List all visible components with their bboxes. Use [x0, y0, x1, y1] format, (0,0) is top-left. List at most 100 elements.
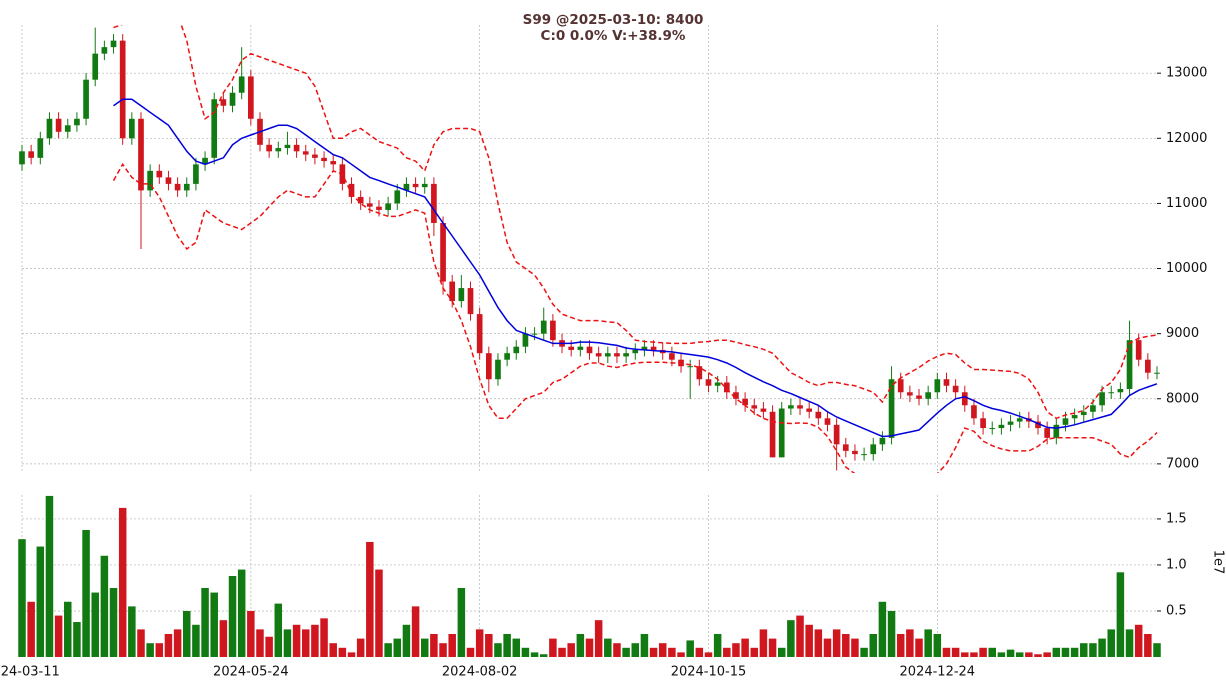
candle-body — [504, 353, 510, 360]
volume-bar — [631, 643, 640, 657]
candle-body — [293, 144, 300, 152]
y-tick-label: 13000 — [1166, 66, 1207, 81]
volume-bar — [988, 647, 996, 657]
volume-bar — [1052, 647, 1061, 657]
volume-bar — [1107, 629, 1115, 657]
volume-bar — [201, 587, 209, 657]
candle-body — [733, 392, 739, 399]
candle-body — [193, 164, 199, 184]
volume-bar — [118, 507, 127, 657]
volume-bar — [887, 610, 896, 657]
candle-body — [897, 379, 904, 393]
volume-bar — [915, 638, 923, 657]
volume-bar — [997, 652, 1006, 657]
candle-body — [568, 346, 575, 350]
volume-bar — [530, 652, 539, 657]
candle-body — [110, 40, 117, 48]
volume-bar — [1144, 633, 1152, 657]
volume-bar — [933, 633, 942, 657]
candle-body — [751, 405, 758, 409]
y-tick-label: 12000 — [1166, 131, 1207, 146]
volume-bar — [1125, 629, 1134, 657]
candle-body — [577, 346, 584, 350]
volume-bar — [155, 643, 164, 657]
volume-bar — [695, 647, 704, 657]
candle-body — [449, 281, 456, 302]
candle-body — [861, 454, 867, 456]
candle-body — [842, 444, 849, 451]
x-tick-label: 2024-08-02 — [442, 665, 518, 680]
candle-body — [37, 138, 44, 158]
candle-body — [202, 157, 208, 165]
volume-bar — [219, 620, 228, 657]
candle-body — [1154, 372, 1160, 374]
volume-bar — [979, 647, 987, 657]
candle-body — [824, 418, 831, 425]
candle-body — [458, 288, 465, 302]
volume-bar — [1043, 652, 1051, 657]
candle-body — [714, 382, 721, 386]
volume-bar — [503, 633, 511, 657]
candle-body — [815, 411, 822, 419]
volume-bar — [173, 629, 182, 657]
candle-body — [522, 333, 529, 347]
candle-body — [696, 366, 703, 380]
candle-body — [952, 385, 959, 393]
volume-bar — [723, 647, 731, 657]
volume-bar — [1025, 652, 1033, 657]
candle-body — [312, 154, 318, 158]
candle-body — [394, 190, 401, 204]
volume-bar — [247, 610, 255, 657]
candle-body — [916, 395, 922, 399]
y-tick-label: 10000 — [1166, 261, 1207, 276]
candle-body — [806, 408, 813, 412]
candle-body — [74, 118, 80, 126]
bands — [112, 25, 1158, 473]
candle-body — [138, 118, 144, 191]
volume-bar — [896, 633, 905, 657]
candle-body — [46, 118, 53, 139]
volume-bar — [759, 629, 768, 657]
volume-bar — [393, 638, 402, 657]
band-line — [112, 162, 1158, 473]
volume-bar — [91, 592, 99, 657]
volume-bar — [256, 629, 264, 657]
y-tick-label: 8000 — [1166, 391, 1199, 406]
volume-bar — [64, 601, 72, 657]
volume-bar — [842, 633, 850, 657]
candle-body — [1007, 421, 1014, 425]
candle-body — [998, 424, 1005, 429]
candle-body — [1145, 359, 1151, 373]
candle-body — [632, 349, 639, 354]
volume-bar — [704, 652, 713, 657]
y-tick-label: 11000 — [1166, 196, 1207, 211]
candle-body — [183, 183, 190, 191]
candle-body — [284, 144, 291, 149]
volume-bar — [183, 610, 191, 657]
volume-bar — [732, 643, 740, 657]
candle-body — [595, 353, 602, 357]
volume-bar — [45, 495, 54, 657]
volume-bar — [283, 629, 292, 657]
candle-body — [275, 148, 282, 152]
volume-bar — [439, 643, 447, 657]
candle-body — [723, 382, 730, 393]
candle-body — [211, 99, 218, 158]
candle-body — [788, 405, 794, 409]
candle-body — [623, 353, 629, 357]
candle-body — [229, 92, 236, 106]
volume-bar — [567, 643, 575, 657]
candle-body — [934, 379, 941, 393]
candle-body — [1062, 418, 1069, 425]
volume-bar — [210, 592, 218, 657]
candle-body — [1117, 389, 1124, 393]
volume-bar — [924, 629, 932, 657]
volume-bar — [1153, 643, 1161, 657]
y-tick-label: 9000 — [1166, 326, 1199, 341]
x-tick-label: 2024-05-24 — [213, 665, 289, 680]
candle-body — [366, 203, 373, 207]
volume-bar — [375, 569, 383, 657]
volume-bar — [768, 638, 777, 657]
volume-bar — [640, 633, 649, 657]
volume-bar — [942, 647, 951, 657]
